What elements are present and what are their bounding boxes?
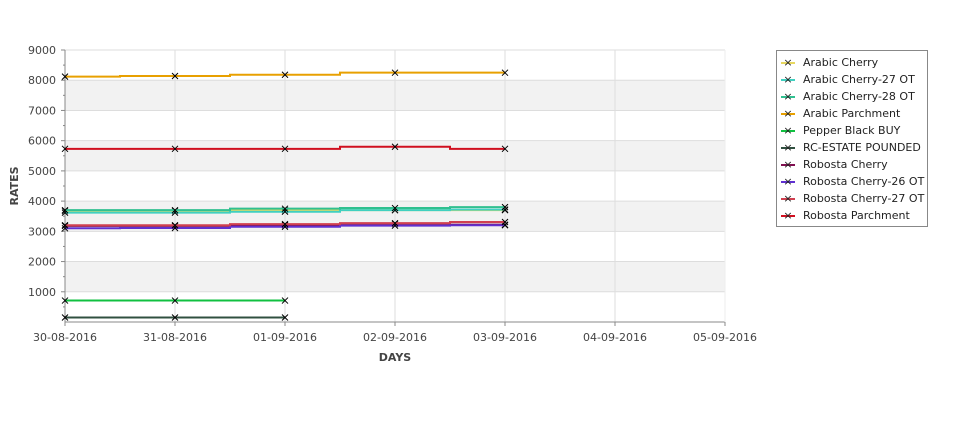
x-tick-label: 04-09-2016 xyxy=(583,331,647,344)
legend-item[interactable]: × Robosta Cherry xyxy=(777,156,927,173)
x-tick-label: 30-08-2016 xyxy=(33,331,97,344)
legend-item[interactable]: × Robosta Parchment xyxy=(777,207,927,224)
data-point[interactable] xyxy=(281,297,289,304)
y-tick-label: 9000 xyxy=(28,44,56,57)
data-point[interactable] xyxy=(61,221,69,229)
x-axis-label: DAYS xyxy=(379,351,412,364)
series-line xyxy=(65,208,505,214)
legend: × Arabic Cherry × Arabic Cherry-27 OT × Arabi… xyxy=(776,50,928,227)
data-point[interactable] xyxy=(501,203,509,211)
legend-label: Arabic Cherry xyxy=(803,56,879,69)
data-point[interactable] xyxy=(501,218,509,226)
data-point[interactable] xyxy=(501,69,509,77)
y-tick-label: 8000 xyxy=(28,74,56,87)
series-line xyxy=(65,145,505,150)
series-line xyxy=(65,206,505,212)
legend-marker-icon: × xyxy=(781,91,795,102)
data-point[interactable] xyxy=(391,204,399,212)
data-point[interactable] xyxy=(171,297,179,304)
y-tick-label: 6000 xyxy=(28,135,56,148)
legend-item[interactable]: × RC-ESTATE POUNDED xyxy=(777,139,927,156)
legend-item[interactable]: × Arabic Parchment xyxy=(777,105,927,122)
x-tick-label: 03-09-2016 xyxy=(473,331,537,344)
data-point[interactable] xyxy=(61,297,69,304)
legend-item[interactable]: × Arabic Cherry xyxy=(777,54,927,71)
x-tick-label: 02-09-2016 xyxy=(363,331,427,344)
legend-marker-icon: × xyxy=(781,176,795,187)
legend-item[interactable]: × Robosta Cherry-26 OT xyxy=(777,173,927,190)
data-point[interactable] xyxy=(391,219,399,227)
legend-marker-icon: × xyxy=(781,193,795,204)
data-point[interactable] xyxy=(171,314,179,321)
legend-label: Robosta Cherry-26 OT xyxy=(803,175,925,188)
data-point[interactable] xyxy=(171,206,179,214)
y-tick-label: 4000 xyxy=(28,195,56,208)
legend-label: RC-ESTATE POUNDED xyxy=(803,141,921,154)
data-point[interactable] xyxy=(281,71,289,79)
data-point[interactable] xyxy=(281,314,289,321)
data-point[interactable] xyxy=(281,205,289,213)
data-point[interactable] xyxy=(61,145,69,153)
x-tick-label: 05-09-2016 xyxy=(693,331,757,344)
data-point[interactable] xyxy=(281,220,289,228)
series-line xyxy=(65,220,505,227)
data-point[interactable] xyxy=(281,145,289,153)
legend-item[interactable]: × Arabic Cherry-27 OT xyxy=(777,71,927,88)
legend-marker-icon: × xyxy=(781,108,795,119)
data-point[interactable] xyxy=(171,221,179,229)
x-tick-label: 01-09-2016 xyxy=(253,331,317,344)
legend-label: Arabic Parchment xyxy=(803,107,901,120)
legend-item[interactable]: × Pepper Black BUY xyxy=(777,122,927,139)
data-point[interactable] xyxy=(61,314,69,321)
y-tick-label: 5000 xyxy=(28,165,56,178)
data-point[interactable] xyxy=(391,143,399,151)
legend-marker-icon: × xyxy=(781,57,795,68)
data-point[interactable] xyxy=(61,206,69,214)
x-tick-label: 31-08-2016 xyxy=(143,331,207,344)
y-tick-label: 3000 xyxy=(28,225,56,238)
legend-marker-icon: × xyxy=(781,142,795,153)
legend-label: Robosta Cherry-27 OT xyxy=(803,192,925,205)
data-point[interactable] xyxy=(281,208,289,216)
data-point[interactable] xyxy=(501,145,509,153)
y-axis-label: RATES xyxy=(8,166,21,205)
y-tick-label: 2000 xyxy=(28,256,56,269)
legend-marker-icon: × xyxy=(781,125,795,136)
legend-label: Arabic Cherry-27 OT xyxy=(803,73,915,86)
legend-marker-icon: × xyxy=(781,210,795,221)
legend-item[interactable]: × Robosta Cherry-27 OT xyxy=(777,190,927,207)
data-point[interactable] xyxy=(171,145,179,153)
legend-label: Pepper Black BUY xyxy=(803,124,901,137)
legend-marker-icon: × xyxy=(781,159,795,170)
legend-label: Arabic Cherry-28 OT xyxy=(803,90,915,103)
y-tick-label: 7000 xyxy=(28,104,56,117)
legend-item[interactable]: × Arabic Cherry-28 OT xyxy=(777,88,927,105)
data-point[interactable] xyxy=(391,69,399,77)
legend-label: Robosta Parchment xyxy=(803,209,910,222)
series-line xyxy=(65,71,505,78)
legend-label: Robosta Cherry xyxy=(803,158,888,171)
legend-marker-icon: × xyxy=(781,74,795,85)
data-point[interactable] xyxy=(61,224,69,232)
data-point[interactable] xyxy=(61,73,69,80)
data-point[interactable] xyxy=(171,72,179,80)
y-tick-label: 1000 xyxy=(28,286,56,299)
